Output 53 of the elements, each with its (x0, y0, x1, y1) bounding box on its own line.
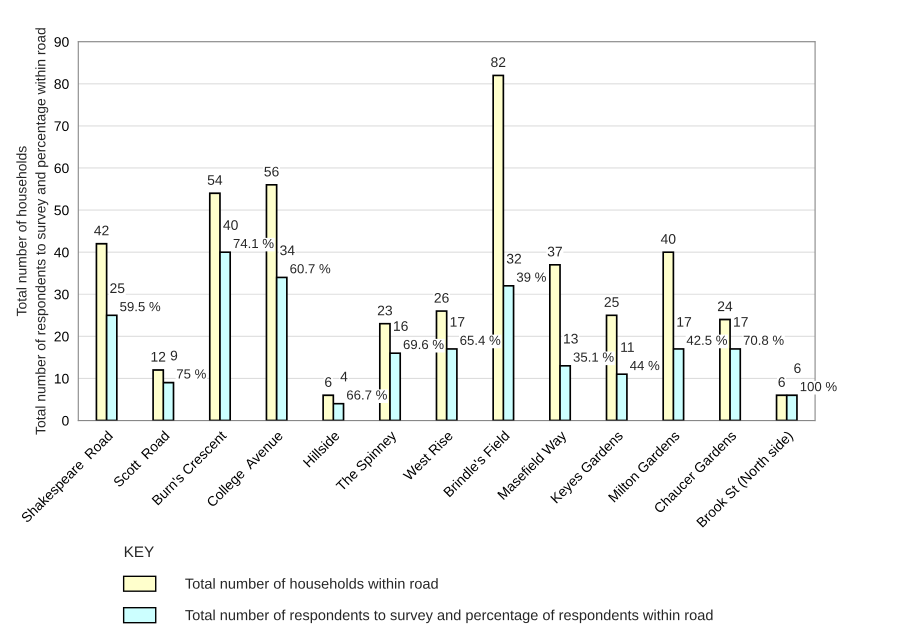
annotation: 59.5 % (120, 302, 160, 312)
y-tick-label: 50 (54, 205, 69, 216)
y-tick-label: 70 (54, 121, 69, 132)
data-label: 32 (506, 254, 522, 264)
annotation: 42.5 % (686, 336, 727, 345)
data-label: 6 (778, 377, 785, 387)
annotation: 66.7 % (346, 390, 387, 400)
data-label: 9 (170, 350, 178, 360)
data-label: 34 (280, 245, 295, 256)
annotation: 65.4 % (460, 336, 500, 345)
data-label: 25 (604, 297, 619, 307)
y-tick-label: 90 (54, 37, 69, 47)
data-label: 82 (491, 57, 506, 68)
data-label: 12 (152, 352, 166, 362)
data-label: 26 (434, 292, 449, 303)
y-tick-label: 20 (54, 332, 69, 342)
y-tick-label: 0 (62, 416, 69, 426)
annotation: 75 % (176, 369, 206, 379)
data-label: 56 (264, 166, 279, 177)
y-tick-label: 80 (54, 79, 69, 89)
annotation: 35.1 % (574, 352, 614, 362)
annotation: 39 % (516, 272, 546, 282)
data-label: 17 (734, 317, 748, 327)
data-label: 40 (660, 234, 676, 244)
data-label: 24 (718, 301, 732, 312)
y-tick-label: 10 (54, 374, 69, 384)
y-axis-title: Total number of households Total number of respondents to survey and percentage within road (16, 28, 48, 435)
data-label: 4 (340, 372, 348, 382)
annotation: 100 % (800, 382, 837, 392)
annotation: 69.6 % (404, 340, 444, 350)
annotation: 60.7 % (290, 264, 330, 274)
data-label: 11 (621, 342, 634, 352)
data-label: 6 (325, 377, 332, 387)
y-tick-label: 60 (54, 163, 69, 174)
data-label: 17 (677, 317, 692, 327)
data-label: 23 (378, 306, 392, 316)
annotation: 74.1 % (234, 238, 274, 248)
data-label: 13 (564, 334, 578, 344)
data-label: 42 (94, 226, 109, 236)
y-tick-label: 30 (54, 290, 69, 300)
annotation: 70.8 % (744, 336, 784, 345)
legend-label: Total number of households within road (185, 578, 438, 589)
data-label: 40 (223, 220, 238, 230)
data-label: 16 (394, 321, 408, 331)
data-label: 54 (208, 175, 222, 185)
data-label: 25 (110, 283, 124, 294)
data-label: 37 (548, 246, 562, 256)
data-label: 6 (794, 363, 801, 374)
data-label: 17 (450, 317, 464, 327)
legend-title: KEY (124, 546, 154, 558)
legend-label: Total number of respondents to survey and percentage of respondents within road (185, 610, 713, 624)
y-tick-label: 40 (54, 248, 69, 258)
annotation: 44 % (630, 360, 660, 370)
